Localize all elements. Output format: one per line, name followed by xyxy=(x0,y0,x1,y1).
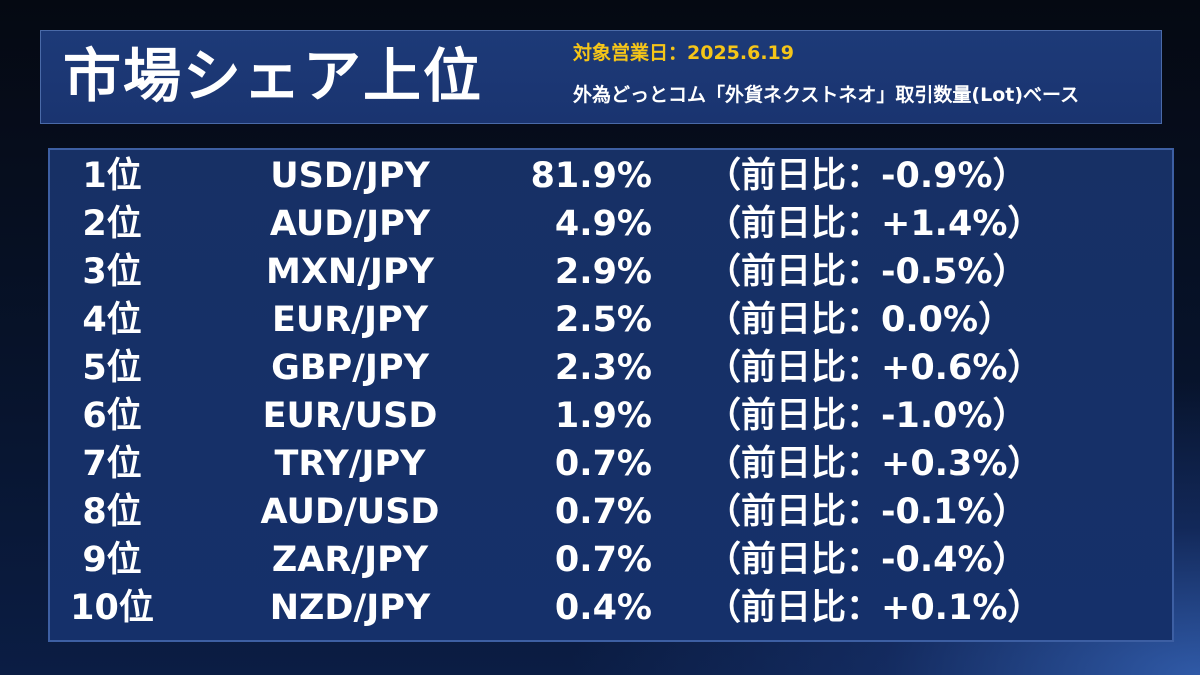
day-over-day-change: （前日比：+0.6%） xyxy=(706,348,1043,388)
business-date: 対象営業日：2025.6.19 xyxy=(573,41,794,65)
rank-label: 8位 xyxy=(82,492,142,532)
market-share: 2.5% xyxy=(554,300,652,340)
currency-pair: AUD/USD xyxy=(260,492,440,532)
currency-pair: GBP/JPY xyxy=(271,348,429,388)
currency-pair: USD/JPY xyxy=(270,156,430,196)
day-over-day-change: （前日比：+1.4%） xyxy=(706,204,1043,244)
page-title: 市場シェア上位 xyxy=(63,42,484,110)
data-basis-note: 外為どっとコム「外貨ネクストネオ」取引数量(Lot)ベース xyxy=(573,84,1080,106)
currency-pair: ZAR/JPY xyxy=(271,540,429,580)
ranking-row: 7位 TRY/JPY 0.7% （前日比：+0.3%） xyxy=(50,441,1172,488)
currency-pair: EUR/JPY xyxy=(271,300,429,340)
ranking-row: 6位 EUR/USD 1.9% （前日比：-1.0%） xyxy=(50,393,1172,440)
market-share: 0.7% xyxy=(554,444,652,484)
market-share: 0.7% xyxy=(554,492,652,532)
ranking-row: 4位 EUR/JPY 2.5% （前日比：0.0%） xyxy=(50,297,1172,344)
day-over-day-change: （前日比：+0.1%） xyxy=(706,588,1043,628)
business-date-label: 対象営業日： xyxy=(573,42,688,64)
market-share: 81.9% xyxy=(530,156,652,196)
market-share: 2.9% xyxy=(554,252,652,292)
ranking-row: 8位 AUD/USD 0.7% （前日比：-0.1%） xyxy=(50,489,1172,536)
rank-label: 1位 xyxy=(82,156,142,196)
day-over-day-change: （前日比：0.0%） xyxy=(706,300,1014,340)
day-over-day-change: （前日比：-0.4%） xyxy=(706,540,1028,580)
rank-label: 3位 xyxy=(82,252,142,292)
market-share: 4.9% xyxy=(554,204,652,244)
ranking-row: 2位 AUD/JPY 4.9% （前日比：+1.4%） xyxy=(50,201,1172,248)
rank-label: 4位 xyxy=(82,300,142,340)
currency-pair: MXN/JPY xyxy=(266,252,434,292)
ranking-row: 5位 GBP/JPY 2.3% （前日比：+0.6%） xyxy=(50,345,1172,392)
rank-label: 9位 xyxy=(82,540,142,580)
business-date-value: 2025.6.19 xyxy=(687,42,794,64)
market-share: 1.9% xyxy=(554,396,652,436)
day-over-day-change: （前日比：-0.1%） xyxy=(706,492,1028,532)
rank-label: 5位 xyxy=(82,348,142,388)
day-over-day-change: （前日比：-0.9%） xyxy=(706,156,1028,196)
rank-label: 7位 xyxy=(82,444,142,484)
day-over-day-change: （前日比：-0.5%） xyxy=(706,252,1028,292)
ranking-row: 9位 ZAR/JPY 0.7% （前日比：-0.4%） xyxy=(50,537,1172,584)
ranking-row: 10位 NZD/JPY 0.4% （前日比：+0.1%） xyxy=(50,585,1172,632)
currency-pair: EUR/USD xyxy=(262,396,438,436)
currency-pair: AUD/JPY xyxy=(269,204,431,244)
market-share: 2.3% xyxy=(554,348,652,388)
header-banner: 市場シェア上位 対象営業日：2025.6.19 外為どっとコム「外貨ネクストネオ… xyxy=(40,30,1162,124)
rank-label: 10位 xyxy=(70,588,154,628)
ranking-row: 3位 MXN/JPY 2.9% （前日比：-0.5%） xyxy=(50,249,1172,296)
market-share: 0.7% xyxy=(554,540,652,580)
day-over-day-change: （前日比：-1.0%） xyxy=(706,396,1028,436)
ranking-row: 1位 USD/JPY 81.9% （前日比：-0.9%） xyxy=(50,153,1172,200)
ranking-table: 1位 USD/JPY 81.9% （前日比：-0.9%） 2位 AUD/JPY … xyxy=(48,148,1174,642)
rank-label: 6位 xyxy=(82,396,142,436)
currency-pair: NZD/JPY xyxy=(269,588,431,628)
day-over-day-change: （前日比：+0.3%） xyxy=(706,444,1043,484)
rank-label: 2位 xyxy=(82,204,142,244)
currency-pair: TRY/JPY xyxy=(274,444,426,484)
market-share: 0.4% xyxy=(554,588,652,628)
